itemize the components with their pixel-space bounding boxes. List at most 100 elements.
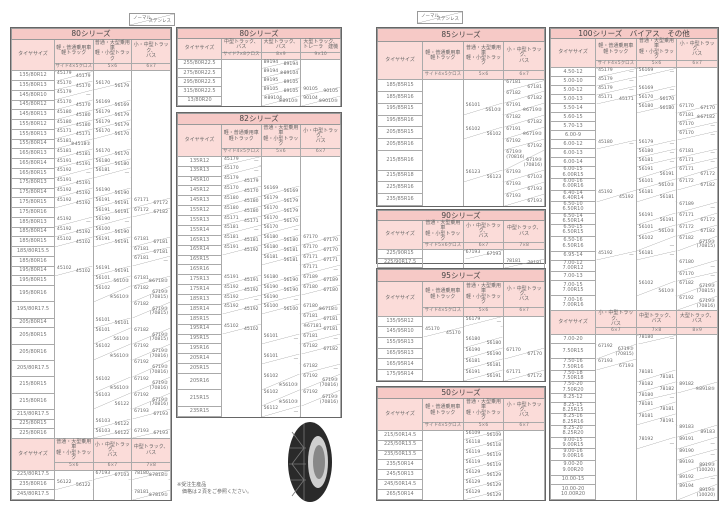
table-row: 6.00-13 56180 — 67181 —	[549, 148, 718, 159]
normal-code: 45192	[56, 227, 72, 233]
chain-code-cell: 56191 56191	[635, 166, 678, 179]
normal-code: 56191	[95, 197, 111, 203]
normal-code: 56180	[638, 148, 654, 154]
empty-cell	[503, 337, 545, 349]
column-chain-size: 7×8	[503, 242, 545, 250]
tire-size: 8.25-20 8.25R20	[549, 424, 597, 438]
tire-size: 185/80R13	[11, 216, 55, 228]
normal-code: 78192	[638, 437, 654, 442]
empty-cell	[131, 100, 171, 110]
normal-code: 56179	[263, 195, 279, 201]
chain-code-cell: 90104 ※9010⑤	[300, 96, 341, 106]
empty-cell	[260, 166, 302, 177]
stainless-code: 45179	[243, 179, 259, 185]
stainless-code: 56179	[283, 208, 299, 214]
empty-cell	[462, 258, 505, 268]
chain-code-cell: 45180 45180	[53, 119, 94, 130]
chain-code-cell: 45180 45180	[53, 109, 94, 120]
table-row: 205/85R16 67192 67192	[376, 138, 545, 151]
empty-cell	[92, 301, 133, 319]
chain-code-cell: 56103 56122	[92, 419, 133, 429]
chain-code-cell: 45191 45191	[221, 274, 262, 285]
empty-cell	[53, 470, 94, 480]
normal-code: 45179	[224, 156, 239, 162]
table-row: 7.50R15 67192 6719③ (70815)	[549, 343, 718, 360]
chain-code-cell: 67182 6719③ (70815)	[131, 285, 171, 302]
normal-code: 45102	[224, 324, 239, 330]
stainless-code: —	[85, 220, 91, 226]
empty-cell	[503, 249, 545, 259]
normal-code: 56129	[465, 469, 481, 475]
empty-cell	[635, 271, 678, 281]
stainless-code: —	[629, 142, 634, 148]
column-header: 軽・普通乗用車 軽トラック	[422, 280, 464, 309]
normal-code: 67192	[506, 138, 521, 144]
empty-cell	[635, 343, 678, 359]
column-header: 小・中型トラック、 バス	[503, 280, 545, 309]
normal-code: 56109	[465, 430, 481, 436]
chain-code-cell: 45179 45179	[221, 176, 262, 186]
column-chain-size: 8×9	[676, 327, 718, 336]
stainless-code: 56129	[486, 482, 502, 488]
table-series-50: 50シリーズ タイヤサイズ 軽・普通乗用車 軽トラック 普通・大型乗用車 軽・小型トラ…	[376, 386, 546, 501]
empty-cell	[503, 450, 545, 460]
stainless-code: 90105	[323, 89, 338, 95]
normal-code: 67171	[679, 213, 694, 219]
tire-size: 195/80R17.5	[11, 301, 55, 319]
chain-code-cell: 56191 56191	[92, 197, 133, 208]
empty-cell	[422, 358, 464, 370]
table-row: 135/80R12 45179 45179	[11, 70, 171, 82]
normal-code: 78181	[638, 370, 654, 376]
normal-code: 56181	[638, 157, 654, 163]
empty-cell	[260, 314, 302, 325]
table-title: 100シリーズ バイアス その他	[550, 27, 718, 40]
table-row: 185R13 45192 — 56190 —	[177, 294, 341, 305]
empty-cell	[53, 318, 94, 328]
stainless-code: 56118	[486, 443, 502, 449]
tire-size: 275/80R22.5	[177, 68, 222, 79]
table-row: 245/80R17.5 78181 ※7819①	[11, 489, 171, 500]
normal-code: 67192	[303, 389, 318, 395]
empty-cell	[53, 275, 94, 286]
table-row: 155/95R13 56180 56180	[376, 336, 545, 349]
chain-code-cell: 78180 ※7818①	[131, 470, 171, 480]
normal-code: 56190	[465, 348, 481, 354]
tire-size: 265/50R14	[376, 489, 424, 500]
tire-size: 9.00-15 9.00R15	[549, 436, 597, 450]
empty-cell	[53, 428, 94, 439]
tire-size: 7.00-15 7.00R15	[549, 280, 597, 297]
stainless-code: 67181	[153, 249, 168, 255]
stainless-code: 56191	[659, 217, 675, 223]
stainless-code: 45170	[75, 103, 91, 109]
normal-code: 67170	[679, 130, 694, 136]
table-row: 13/80R20 ※89104 ※8910⑤ 90104 ※9010⑤	[177, 95, 341, 107]
stainless-code: —	[333, 366, 338, 372]
tire-size: 7.00-13	[549, 271, 597, 282]
stainless-code: ※7819①	[148, 492, 168, 498]
table-row: 215/50R14.5 56109 56109	[376, 429, 545, 441]
tire-size-header: タイヤサイズ	[376, 397, 424, 431]
chain-code-cell: 56179 56179	[92, 109, 133, 120]
normal-code: 67193	[506, 170, 521, 176]
empty-cell	[635, 475, 678, 485]
stainless-code: 56119	[486, 453, 502, 459]
empty-cell	[635, 260, 678, 272]
stainless-code: 67193	[486, 251, 502, 257]
chain-code-cell: 67193 67103	[503, 170, 545, 182]
tire-size: 175/80R14	[11, 187, 55, 199]
table-row: 215/80R15 56102 ※5610③ 67192 6719② (70816)	[11, 376, 171, 394]
normal-code: 45179	[598, 85, 613, 91]
chain-code-cell: 67182 67182	[503, 91, 545, 104]
stainless-code: 56190	[486, 352, 502, 358]
normal-code: 56180	[465, 337, 481, 343]
stainless-code: 56179	[114, 83, 130, 89]
table-row: 205/80R16 56102 ※5610③ 67192 6719② (70816)	[11, 343, 171, 361]
tire-size: 155/80R14	[11, 138, 55, 150]
empty-cell	[131, 109, 171, 120]
tire-size: 145R12	[177, 185, 222, 197]
normal-code: 67193	[95, 470, 111, 476]
table-row: 175/80R15 45192 45192 56191 56191 67171 67172	[11, 197, 171, 209]
normal-code: 45181	[224, 235, 239, 241]
tire-size: 6.00-12	[549, 139, 597, 150]
column-header: 軽・普通乗用車 軽トラック	[422, 397, 464, 424]
